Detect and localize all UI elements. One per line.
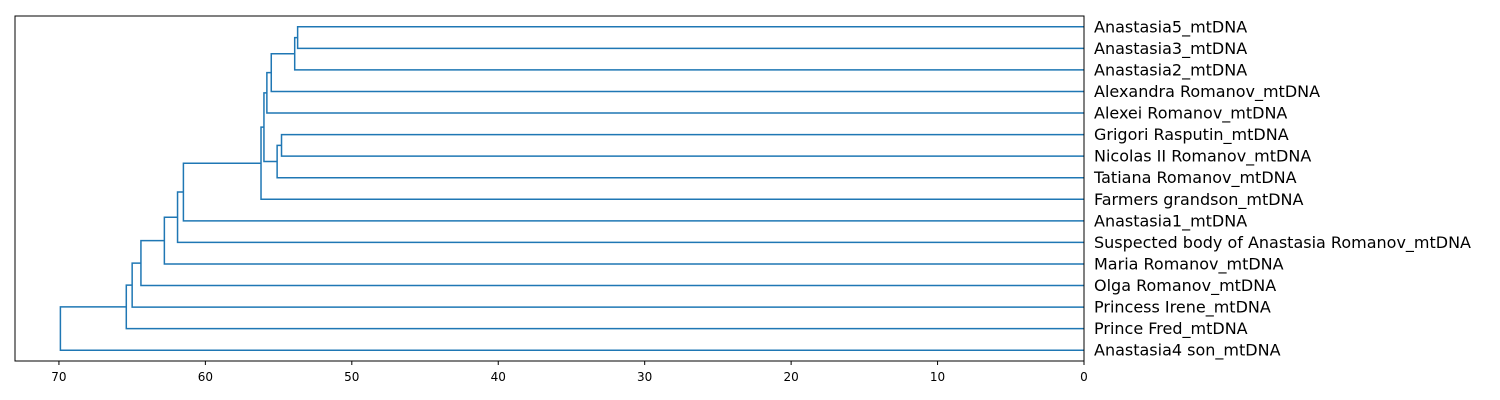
x-tick-label: 30: [637, 370, 652, 384]
leaf-label: Princess Irene_mtDNA: [1094, 298, 1271, 318]
x-tick-label: 60: [198, 370, 213, 384]
dendrogram-link-5: [280, 133, 1084, 157]
x-tick-label: 10: [930, 370, 945, 384]
dendrogram-link-12: [140, 239, 1084, 287]
leaf-label: Tatiana Romanov_mtDNA: [1093, 168, 1297, 188]
plot-frame: [14, 15, 1085, 362]
leaf-label: Anastasia1_mtDNA: [1094, 211, 1247, 231]
dendrogram-link-10: [176, 191, 1084, 244]
x-axis: 70 60 50 40 30 20 10 0: [51, 361, 1088, 384]
x-tick-label: 20: [783, 370, 798, 384]
dendrogram-link-6: [276, 144, 1084, 179]
dendrogram-link-15: [59, 306, 1084, 351]
leaf-label: Anastasia5_mtDNA: [1094, 17, 1247, 37]
dendrogram-link-3: [270, 52, 1084, 93]
leaf-label: Nicolas II Romanov_mtDNA: [1094, 147, 1311, 167]
dendrogram-link-4: [266, 71, 1084, 114]
dendrogram-link-7: [263, 92, 278, 163]
leaf-label: Anastasia2_mtDNA: [1094, 60, 1247, 80]
dendrogram-link-13: [131, 262, 1084, 308]
leaf-label: Prince Fred_mtDNA: [1094, 319, 1248, 339]
x-tick-label: 50: [344, 370, 359, 384]
dendrogram-links: [59, 26, 1084, 351]
leaf-label: Anastasia4 son_mtDNA: [1094, 341, 1281, 361]
dendrogram-link-8: [260, 126, 1084, 201]
dendrogram-link-1: [296, 26, 1084, 50]
leaf-label: Olga Romanov_mtDNA: [1094, 276, 1276, 296]
dendrogram-link-2: [293, 36, 1084, 71]
x-tick-label: 70: [51, 370, 66, 384]
x-tick-label: 0: [1080, 370, 1088, 384]
dendrogram-link-11: [163, 216, 1084, 265]
leaf-label: Alexei Romanov_mtDNA: [1094, 104, 1287, 124]
leaf-labels: Anastasia5_mtDNAAnastasia3_mtDNAAnastasi…: [1093, 17, 1471, 360]
dendrogram-link-9: [182, 162, 1084, 222]
x-tick-label: 40: [491, 370, 506, 384]
leaf-label: Farmers grandson_mtDNA: [1094, 190, 1304, 210]
leaf-label: Maria Romanov_mtDNA: [1094, 254, 1284, 274]
leaf-label: Anastasia3_mtDNA: [1094, 39, 1247, 59]
leaf-label: Suspected body of Anastasia Romanov_mtDN…: [1094, 233, 1471, 253]
leaf-label: Grigori Rasputin_mtDNA: [1094, 125, 1289, 145]
leaf-label: Alexandra Romanov_mtDNA: [1094, 82, 1320, 102]
